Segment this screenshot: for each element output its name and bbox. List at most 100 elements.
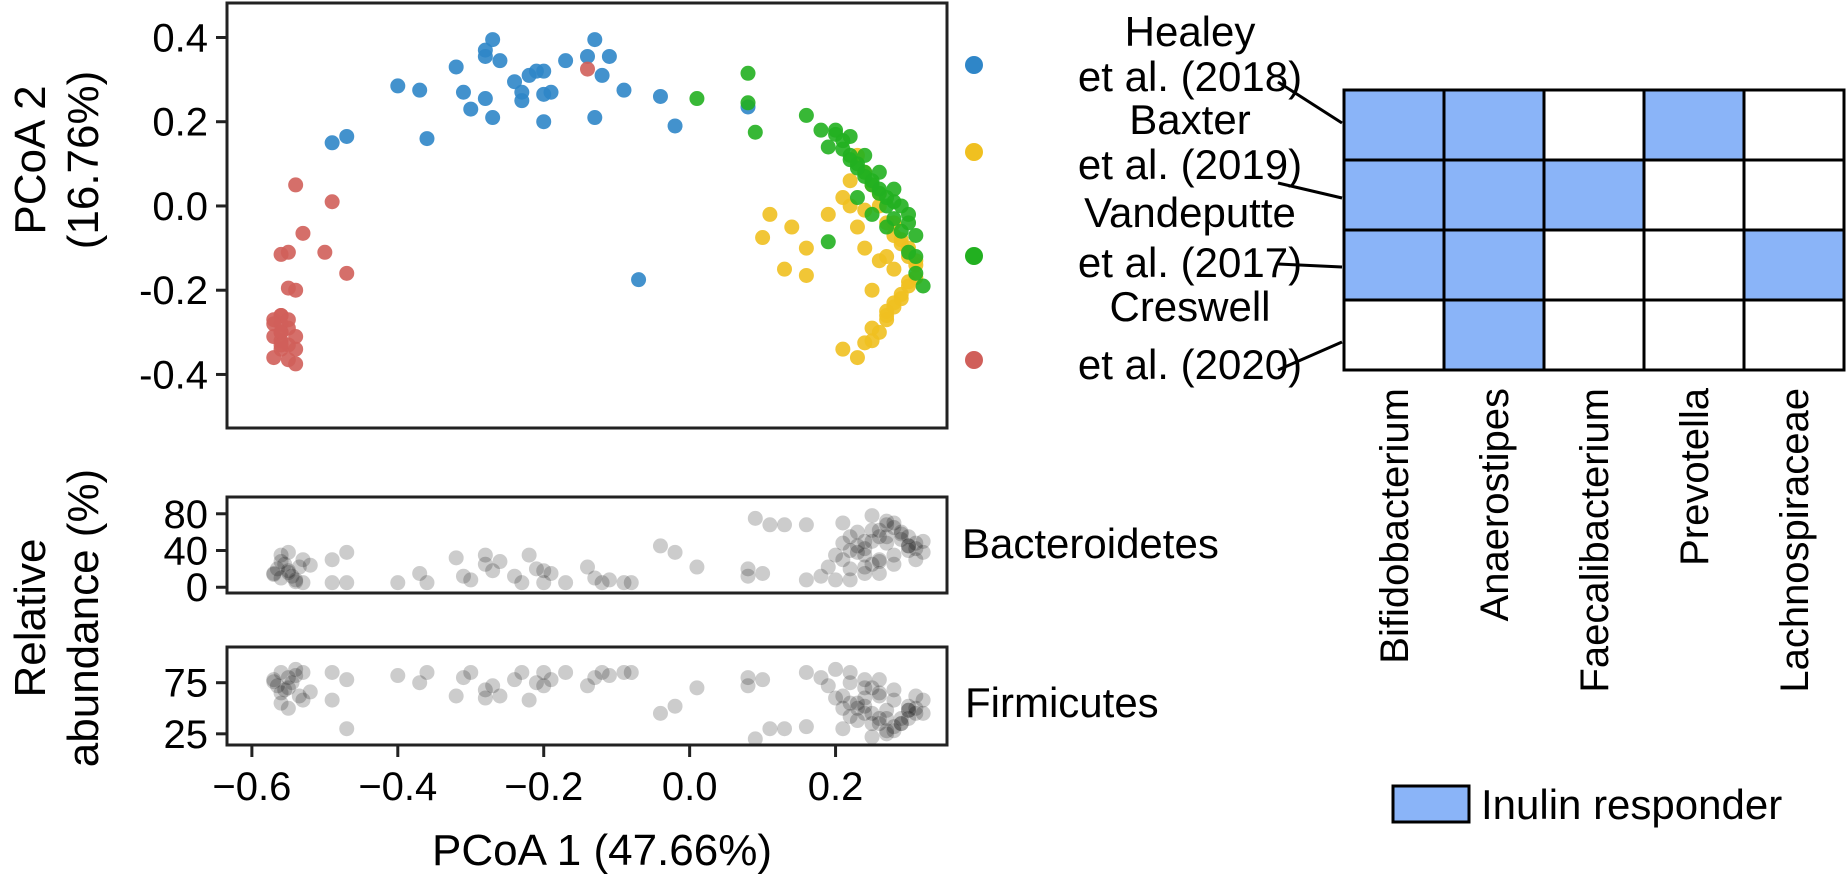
bacteroidetes-point: [477, 547, 493, 563]
pcoa-point: [543, 84, 559, 100]
pcoa-point: [747, 124, 763, 140]
bacteroidetes-point: [302, 557, 318, 573]
firmicutes-point: [266, 674, 282, 690]
bacteroidetes-point: [798, 572, 814, 588]
pcoa-point: [536, 63, 552, 79]
matrix-cell: [1742, 88, 1846, 162]
genus-label: Faecalibacterium: [1573, 388, 1617, 693]
bacteroidetes-point: [291, 559, 307, 575]
bacteroidetes-point: [277, 556, 293, 572]
firmicutes-point: [871, 688, 887, 704]
pcoa-points: [266, 32, 931, 372]
firmicutes-point: [908, 705, 924, 721]
bacteroidetes-point: [339, 575, 355, 591]
firmicutes-point: [871, 716, 887, 732]
firmicutes-point: [842, 708, 858, 724]
firmicutes-point: [879, 710, 895, 726]
matrix-cell: [1342, 158, 1446, 232]
firmicutes-point: [667, 698, 683, 714]
legend-label-line-2: et al. (2019): [1078, 141, 1302, 188]
bacteroidetes-point: [616, 575, 632, 591]
firmicutes-point: [842, 675, 858, 691]
legend-label-line-1: Healey: [1125, 8, 1256, 55]
bacteroidetes-point: [842, 561, 858, 577]
firmicutes-point: [455, 670, 471, 686]
firmicutes-point: [477, 690, 493, 706]
pcoa-point: [886, 261, 902, 277]
matrix-cell: [1742, 228, 1846, 302]
firmicutes-point: [908, 688, 924, 704]
bacteroidetes-point: [864, 522, 880, 538]
firmicutes-point: [871, 685, 887, 701]
bacteroidetes-point: [857, 541, 873, 557]
bacteroidetes-point: [908, 535, 924, 551]
bacteroidetes-point: [623, 575, 639, 591]
bacteroidetes-point: [871, 565, 887, 581]
bacteroidetes-point: [842, 529, 858, 545]
firmicutes-point: [857, 680, 873, 696]
firmicutes-point: [448, 688, 464, 704]
abundance-ylabel-line-2: abundance (%): [59, 469, 108, 767]
bacteroidetes-point: [558, 575, 574, 591]
bacteroidetes-point: [871, 522, 887, 538]
legend-connectors: [1277, 80, 1343, 372]
pcoa-point: [864, 206, 880, 222]
pcoa-point: [849, 219, 865, 235]
bacteroidetes-point: [901, 543, 917, 559]
bacteroidetes-point: [273, 547, 289, 563]
bacteroidetes-point: [842, 572, 858, 588]
responder-key: Inulin responder: [1391, 781, 1782, 828]
bacteroidetes-point: [507, 568, 523, 584]
pcoa-ylabel-line-2: (16.76%): [59, 71, 108, 250]
firmicutes-point: [536, 678, 552, 694]
firmicutes-point: [280, 680, 296, 696]
bacteroidetes-points: [266, 508, 931, 591]
matrix-cell: [1342, 228, 1446, 302]
pcoa-point: [740, 95, 756, 111]
firmicutes-point: [871, 672, 887, 688]
matrix-cell: [1742, 298, 1846, 372]
bacteroidetes-point: [857, 559, 873, 575]
pcoa-point: [842, 173, 858, 189]
firmicutes-point: [740, 670, 756, 686]
firmicutes-point: [901, 702, 917, 718]
firmicutes-point: [755, 672, 771, 688]
firmicutes-point: [864, 716, 880, 732]
pcoa-point: [616, 82, 632, 98]
matrix-cell: [1642, 88, 1746, 162]
bacteroidetes-point: [835, 535, 851, 551]
genus-labels: Bifidobacterium Anaerostipes Faecalibacter…: [1373, 387, 1817, 692]
bacteroidetes-point: [857, 533, 873, 549]
firmicutes-point: [291, 688, 307, 704]
firmicutes-point: [879, 702, 895, 718]
firmicutes-point: [580, 678, 595, 694]
matrix-cell: [1642, 158, 1746, 232]
bacteroidetes-point: [536, 563, 552, 579]
bacteroidetes-point: [842, 543, 858, 559]
bacteroidetes-point: [448, 550, 464, 566]
bacteroidetes-point: [463, 572, 479, 588]
legend-connector: [1277, 262, 1343, 269]
firmicutes-point: [477, 682, 493, 698]
pcoa-point: [324, 135, 340, 151]
firmicutes-point: [390, 668, 406, 684]
matrix-cell: [1442, 88, 1546, 162]
bacteroidetes-point: [288, 572, 304, 588]
bacteroidetes-point: [879, 535, 895, 551]
firmicutes-point: [864, 705, 880, 721]
pcoa-point: [886, 181, 902, 197]
pcoa-point: [879, 219, 895, 235]
bacteroidetes-plot-frame: [225, 495, 949, 595]
matrix-cell: [1642, 298, 1746, 372]
pcoa-y-tick-label: -0.4: [139, 353, 208, 397]
firmicutes-point: [776, 721, 792, 737]
firmicutes-point: [324, 664, 340, 680]
bacteroidetes-point: [893, 526, 909, 542]
bacteroidetes-point: [273, 554, 289, 570]
bacteroidetes-point: [492, 554, 508, 570]
x-axis-title: PCoA 1 (47.66%): [432, 826, 772, 875]
bacteroidetes-point: [886, 520, 902, 536]
matrix-cell: [1442, 298, 1546, 372]
bacteroidetes-point: [390, 575, 406, 591]
